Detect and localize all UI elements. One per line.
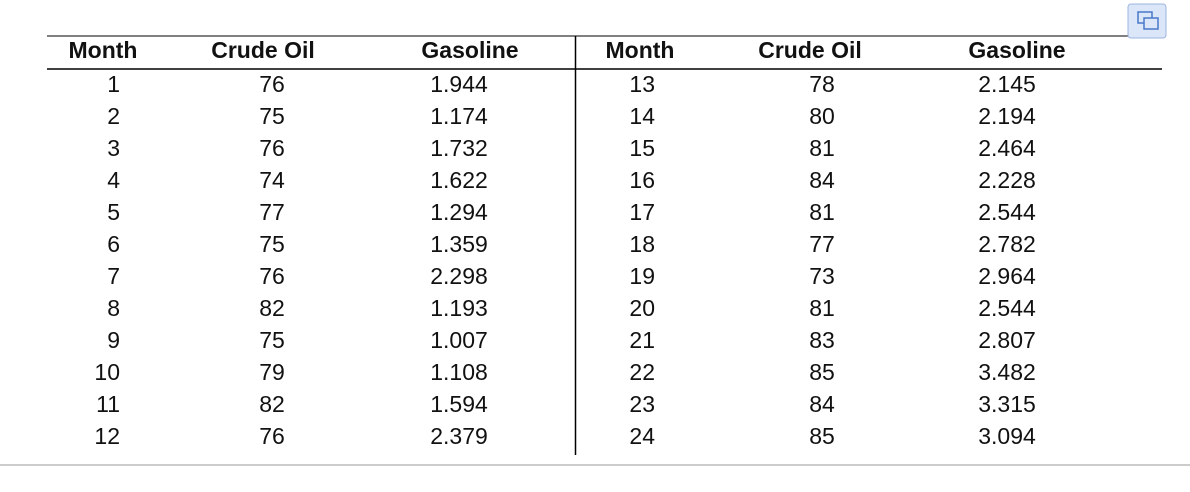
table-cell: 2.544 bbox=[978, 199, 1036, 225]
table-cells: Month Crude Oil Gasoline Month Crude Oil Gaso… bbox=[69, 37, 1066, 449]
table-cell: 15 bbox=[629, 135, 655, 161]
table-cell: 75 bbox=[259, 231, 285, 257]
table-cell: 2.145 bbox=[978, 71, 1036, 97]
table-cell: 83 bbox=[809, 327, 835, 353]
table-cell: 81 bbox=[809, 135, 835, 161]
table-cell: 2.228 bbox=[978, 167, 1036, 193]
table-cell: 20 bbox=[629, 295, 655, 321]
table-cell: 7 bbox=[107, 263, 120, 289]
table-cell: 3.482 bbox=[978, 359, 1036, 385]
column-header: Crude Oil bbox=[758, 37, 862, 63]
table-cell: 1.193 bbox=[430, 295, 488, 321]
table-cell: 82 bbox=[259, 391, 285, 417]
column-header: Gasoline bbox=[968, 37, 1065, 63]
table-cell: 1.594 bbox=[430, 391, 488, 417]
table-cell: 12 bbox=[94, 423, 120, 449]
table-cell: 3.315 bbox=[978, 391, 1036, 417]
table-cell: 1.007 bbox=[430, 327, 488, 353]
table-cell: 4 bbox=[107, 167, 120, 193]
table-cell: 77 bbox=[809, 231, 835, 257]
table-cell: 11 bbox=[96, 391, 120, 417]
table-cell: 1.174 bbox=[430, 103, 488, 129]
table-cell: 75 bbox=[259, 103, 285, 129]
table-cell: 73 bbox=[809, 263, 835, 289]
table-cell: 76 bbox=[259, 135, 285, 161]
table-cell: 18 bbox=[629, 231, 655, 257]
table-cell: 1.944 bbox=[430, 71, 488, 97]
table-cell: 1.108 bbox=[430, 359, 488, 385]
column-header: Gasoline bbox=[421, 37, 518, 63]
table-cell: 2.464 bbox=[978, 135, 1036, 161]
table-cell: 22 bbox=[629, 359, 655, 385]
table-cell: 2 bbox=[107, 103, 120, 129]
column-header: Crude Oil bbox=[211, 37, 315, 63]
table-cell: 81 bbox=[809, 295, 835, 321]
table-cell: 19 bbox=[629, 263, 655, 289]
table-cell: 2.298 bbox=[430, 263, 488, 289]
table-cell: 6 bbox=[107, 231, 120, 257]
table-cell: 1.732 bbox=[430, 135, 488, 161]
table-cell: 80 bbox=[809, 103, 835, 129]
table-cell: 85 bbox=[809, 359, 835, 385]
table-cell: 10 bbox=[94, 359, 120, 385]
table-cell: 2.194 bbox=[978, 103, 1036, 129]
table-cell: 76 bbox=[259, 423, 285, 449]
table-cell: 2.379 bbox=[430, 423, 488, 449]
table-cell: 84 bbox=[809, 391, 835, 417]
table-cell: 1.294 bbox=[430, 199, 488, 225]
expand-icon[interactable] bbox=[1127, 3, 1167, 39]
column-header: Month bbox=[69, 37, 138, 63]
table-cell: 79 bbox=[259, 359, 285, 385]
table-cell: 81 bbox=[809, 199, 835, 225]
table-cell: 76 bbox=[259, 71, 285, 97]
table-cell: 13 bbox=[629, 71, 655, 97]
table-cell: 5 bbox=[107, 199, 120, 225]
table-cell: 8 bbox=[107, 295, 120, 321]
table-cell: 1.359 bbox=[430, 231, 488, 257]
table-cell: 2.964 bbox=[978, 263, 1036, 289]
table-cell: 3.094 bbox=[978, 423, 1036, 449]
table-cell: 3 bbox=[107, 135, 120, 161]
table-cell: 23 bbox=[629, 391, 655, 417]
table-cell: 16 bbox=[629, 167, 655, 193]
table-cell: 24 bbox=[629, 423, 655, 449]
table-cell: 85 bbox=[809, 423, 835, 449]
table-cell: 74 bbox=[259, 167, 285, 193]
table-cell: 2.807 bbox=[978, 327, 1036, 353]
table-cell: 2.782 bbox=[978, 231, 1036, 257]
column-header: Month bbox=[606, 37, 675, 63]
table-cell: 1 bbox=[107, 71, 120, 97]
expand-icon-glyph[interactable] bbox=[1143, 17, 1159, 30]
table-cell: 75 bbox=[259, 327, 285, 353]
table-cell: 14 bbox=[629, 103, 655, 129]
table-cell: 76 bbox=[259, 263, 285, 289]
table-cell: 78 bbox=[809, 71, 835, 97]
table-cell: 77 bbox=[259, 199, 285, 225]
table-cell: 2.544 bbox=[978, 295, 1036, 321]
table-cell: 84 bbox=[809, 167, 835, 193]
table-cell: 21 bbox=[629, 327, 655, 353]
table-cell: 17 bbox=[629, 199, 655, 225]
table-cell: 9 bbox=[107, 327, 120, 353]
table-cell: 1.622 bbox=[430, 167, 488, 193]
table-cell: 82 bbox=[259, 295, 285, 321]
